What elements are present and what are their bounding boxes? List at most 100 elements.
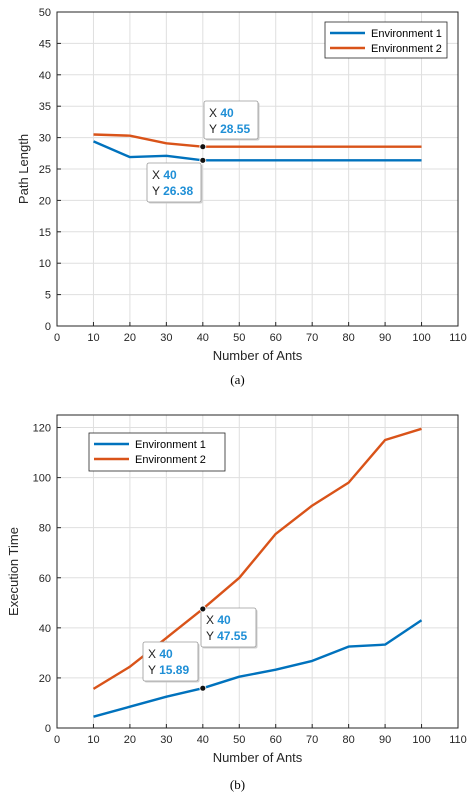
series-line-1 — [93, 619, 423, 718]
figure-caption: (a) — [230, 372, 244, 387]
x-tick-label: 80 — [343, 734, 355, 746]
y-tick-label: 25 — [39, 164, 51, 176]
x-tick-label: 50 — [233, 734, 245, 746]
y-tick-label: 15 — [39, 227, 51, 239]
y-tick-label: 20 — [39, 195, 51, 207]
y-tick-label: 5 — [45, 290, 51, 302]
y-tick-label: 120 — [33, 423, 51, 435]
legend-entry: Environment 2 — [135, 454, 206, 466]
x-tick-label: 90 — [379, 734, 391, 746]
x-tick-label: 110 — [449, 332, 467, 344]
data-tip-y-key: Y — [209, 122, 220, 136]
x-tick-label: 10 — [87, 734, 99, 746]
data-tip-marker[interactable] — [199, 684, 207, 692]
y-tick-label: 100 — [33, 473, 51, 485]
data-tip-y-key: Y — [148, 663, 159, 677]
x-axis-label: Number of Ants — [213, 348, 303, 363]
data-tip-x-value: 40 — [220, 106, 234, 120]
data-tip-marker[interactable] — [199, 156, 207, 164]
x-tick-label: 0 — [54, 734, 60, 746]
x-tick-label: 30 — [160, 734, 172, 746]
legend-box — [324, 21, 448, 59]
data-tip-box — [146, 162, 202, 203]
x-axis-label: Number of Ants — [213, 750, 303, 765]
data-tip-x-key: X — [206, 613, 217, 627]
y-tick-label: 30 — [39, 133, 51, 145]
legend: Environment 1 Environment 2 — [88, 432, 226, 472]
y-tick-label: 20 — [39, 673, 51, 685]
legend-entry: Environment 2 — [371, 43, 442, 55]
x-tick-label: 90 — [379, 332, 391, 344]
x-tick-label: 20 — [124, 734, 136, 746]
x-tick-label: 50 — [233, 332, 245, 344]
data-tip-y-key: Y — [152, 184, 163, 198]
legend-box — [88, 432, 226, 472]
data-tip-y: Y 47.55 — [206, 629, 247, 643]
data-tip-x-value: 40 — [159, 647, 173, 661]
y-axis-label: Execution Time — [6, 527, 21, 616]
figure-caption: (b) — [230, 777, 245, 792]
data-tip-x: X 40 — [148, 647, 173, 661]
data-tip-marker[interactable] — [199, 605, 207, 613]
data-tip-x: X 40 — [209, 106, 234, 120]
data-tip-marker[interactable] — [199, 143, 207, 151]
data-tip-x: X 40 — [206, 613, 231, 627]
y-tick-label: 10 — [39, 258, 51, 270]
x-tick-label: 70 — [306, 332, 318, 344]
data-tip-y-value: 47.55 — [217, 629, 247, 643]
chart-a: 0 10 20 30 40 50 60 70 80 90 100 110 0 5 10 15 20 25 30 35 4… — [16, 7, 467, 387]
data-tip-y: Y 26.38 — [152, 184, 193, 198]
data-tip-box — [203, 100, 259, 140]
x-tick-label: 70 — [306, 734, 318, 746]
y-tick-label: 80 — [39, 523, 51, 535]
series-line-2 — [93, 133, 422, 148]
data-tip[interactable]: X 40Y 28.55 — [199, 100, 260, 151]
chart-b: 0 10 20 30 40 50 60 70 80 90 100 110 0 20 40 60 80 100 120… — [6, 414, 467, 792]
data-tip-y-value: 26.38 — [163, 184, 193, 198]
y-tick-label: 60 — [39, 573, 51, 585]
grid — [56, 11, 459, 327]
y-tick-label: 35 — [39, 101, 51, 113]
y-tick-label: 45 — [39, 38, 51, 50]
series-line-1 — [93, 140, 422, 162]
x-tick-label: 60 — [270, 734, 282, 746]
legend-entry: Environment 1 — [135, 439, 206, 451]
data-tip-x-key: X — [209, 106, 220, 120]
data-tip-y-key: Y — [206, 629, 217, 643]
x-tick-label: 40 — [197, 734, 209, 746]
data-tip-y-value: 28.55 — [220, 122, 250, 136]
x-tick-label: 30 — [160, 332, 172, 344]
data-tip[interactable]: X 40Y 15.89 — [142, 641, 207, 692]
y-axis-label: Path Length — [16, 134, 31, 204]
legend-entry: Environment 1 — [371, 28, 442, 40]
x-tick-label: 40 — [197, 332, 209, 344]
y-tick-label: 40 — [39, 70, 51, 82]
data-tip-box — [200, 607, 257, 648]
data-tip[interactable]: X 40Y 26.38 — [146, 156, 207, 204]
axes-box — [56, 414, 459, 729]
data-tip-y: Y 28.55 — [209, 122, 250, 136]
x-tick-label: 80 — [343, 332, 355, 344]
data-tip-y-value: 15.89 — [159, 663, 189, 677]
data-tip-y: Y 15.89 — [148, 663, 189, 677]
x-tick-label: 100 — [412, 332, 430, 344]
data-tip-x-key: X — [148, 647, 159, 661]
data-tip-x-value: 40 — [217, 613, 231, 627]
x-tick-label: 110 — [449, 734, 467, 746]
legend: Environment 1 Environment 2 — [324, 21, 448, 59]
y-tick-label: 0 — [45, 723, 51, 735]
x-tick-label: 20 — [124, 332, 136, 344]
y-tick-label: 40 — [39, 623, 51, 635]
y-tick-label: 0 — [45, 321, 51, 333]
y-tick-label: 50 — [39, 7, 51, 19]
data-tip-x-value: 40 — [163, 168, 177, 182]
data-tip-x: X 40 — [152, 168, 177, 182]
x-tick-label: 0 — [54, 332, 60, 344]
x-tick-label: 10 — [87, 332, 99, 344]
x-tick-label: 60 — [270, 332, 282, 344]
data-tip[interactable]: X 40Y 47.55 — [199, 605, 258, 649]
data-tip-box — [142, 641, 199, 682]
grid — [56, 415, 459, 729]
data-tip-x-key: X — [152, 168, 163, 182]
